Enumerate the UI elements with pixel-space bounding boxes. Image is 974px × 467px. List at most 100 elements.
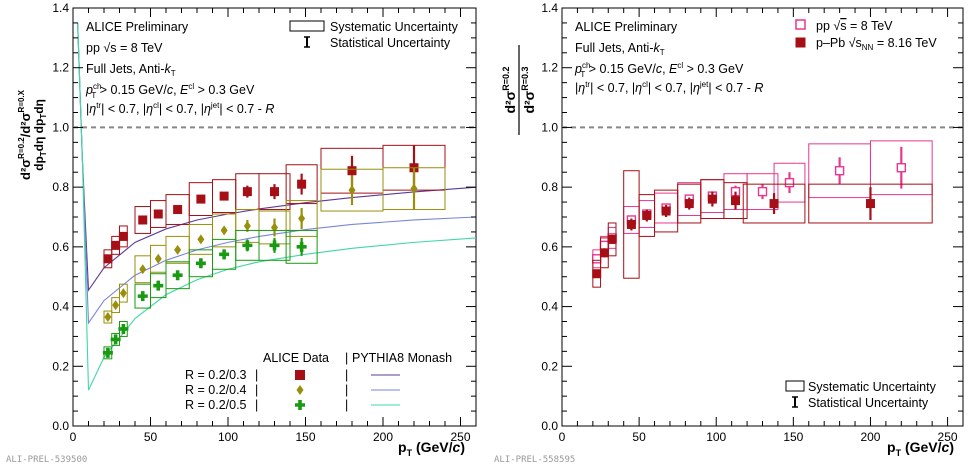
data-point: [298, 213, 306, 224]
data-point: [661, 206, 671, 216]
stat-legend-label: Statistical Uncertainty: [808, 396, 929, 410]
series-legend: ALICE Data | PYTHIA8 Monash R = 0.2/0.3 |…: [185, 351, 452, 412]
sys-box: [285, 164, 318, 205]
annotation-energy: pp √s = 8 TeV: [86, 41, 163, 55]
preliminary-id: ALI-PREL-539500: [6, 455, 87, 465]
sys-box: [742, 183, 806, 224]
y-tick-label: 0.6: [541, 240, 558, 254]
y-tick-label: 1.2: [541, 61, 558, 75]
x-tick-label: 250: [450, 430, 470, 444]
data-point: [153, 280, 164, 291]
sys-box: [723, 182, 748, 219]
legend-separator: |: [255, 383, 258, 397]
annotation-block: ALICE Preliminary pp √s = 8 TeV Full Jet…: [85, 20, 274, 116]
sys-box: [285, 200, 318, 237]
y-tick-label: 1.0: [541, 120, 558, 134]
data-point: [592, 254, 602, 264]
data-point: [195, 258, 206, 269]
data-point: [769, 199, 779, 209]
legend-separator: |: [345, 368, 348, 382]
data-point: [599, 248, 609, 258]
annotation-alice: ALICE Preliminary: [575, 20, 678, 34]
data-point: [592, 269, 602, 279]
annotation-jets: Full Jets, Anti-kT: [86, 62, 176, 78]
y-axis-denominator: dpTdη dpTdη: [32, 99, 48, 171]
y-tick-label: 0.2: [52, 359, 69, 373]
data-point: [174, 244, 182, 255]
axes: 0 50 100 150 200 250 0.0 0.2 0.4 0.6 0.8 1.0 1.2 1.4: [52, 1, 477, 444]
sys-box: [103, 310, 113, 324]
data-point: [599, 240, 610, 251]
data-point: [296, 241, 307, 252]
y-tick-label: 0.0: [52, 419, 69, 433]
sys-legend-box: [289, 20, 325, 32]
data-point: [642, 211, 652, 221]
y-tick-label: 1.0: [52, 120, 69, 134]
legend-label-ppb: p–Pb √sNN = 8.16 TeV: [816, 36, 937, 52]
y-tick-label: 1.2: [52, 61, 69, 75]
data-point: [410, 183, 418, 194]
data-point: [197, 234, 205, 245]
data-point: [219, 191, 229, 201]
data-point: [757, 186, 768, 197]
x-tick-label: 100: [218, 430, 238, 444]
sys-box: [869, 140, 933, 196]
series-0: [592, 140, 933, 269]
pythia-curve: [77, 22, 477, 391]
left-panel: 0 50 100 150 200 2500.00.20.40.60.81.01.21.4 …: [6, 1, 477, 465]
preliminary-id: ALI-PREL-558595: [494, 455, 575, 465]
data-point: [139, 264, 147, 275]
legend-marker-ppb: [795, 37, 806, 48]
y-tick-label: 1.4: [52, 1, 69, 15]
x-tick-label: 200: [860, 430, 880, 444]
sys-legend-box: [785, 380, 805, 392]
data-point: [347, 166, 357, 176]
data-point: [196, 194, 206, 204]
legend-marker-pp: [795, 19, 806, 30]
y-tick-label: 0.8: [52, 180, 69, 194]
data-point: [270, 187, 279, 197]
right-panel: 0 50 100 150 200 2500.00.20.40.60.81.01.21.4 …: [494, 1, 964, 465]
x-tick-label: 150: [295, 430, 315, 444]
legend-label-pp: pp √s = 8 TeV: [816, 19, 893, 33]
data-point: [137, 291, 148, 302]
data-point: [103, 254, 113, 264]
y-axis-title: d²σR=0.2/d²σR=0.X dpTdη dpTdη: [17, 89, 48, 180]
data-point: [684, 199, 694, 209]
data-point: [784, 177, 795, 188]
data-point: [111, 240, 121, 250]
data-point: [242, 187, 252, 197]
sys-box: [773, 162, 806, 203]
data-point: [154, 253, 162, 264]
data-point: [834, 166, 845, 176]
y-tick-label: 0.6: [52, 240, 69, 254]
data-point: [626, 219, 636, 229]
annotation-eta: |ηtr| < 0.7, |ηcl| < 0.7, |ηjet| < 0.7 -…: [575, 80, 763, 95]
annotation-block: ALICE Preliminary Full Jets, Anti-kT pch…: [574, 20, 763, 95]
data-point: [153, 209, 163, 219]
y-tick-label: 0.4: [541, 300, 558, 314]
uncertainty-legend: Systematic Uncertainty Statistical Uncer…: [785, 380, 937, 410]
data-point: [104, 312, 112, 323]
data-point: [173, 205, 183, 215]
stat-legend-label: Statistical Uncertainty: [330, 36, 451, 50]
legend-header-data: ALICE Data: [263, 351, 329, 365]
y-axis-denominator: d²σR=0.3: [520, 66, 537, 113]
data-point: [269, 240, 280, 251]
annotation-eta: |ηtr| < 0.7, |ηcl| < 0.7, |ηjet| < 0.7 -…: [86, 101, 274, 116]
x-tick-label: 100: [706, 430, 726, 444]
data-point: [112, 300, 120, 311]
y-tick-label: 1.4: [541, 1, 558, 15]
legend-header-pythia: PYTHIA8 Monash: [352, 351, 452, 365]
x-axis-title: pT (GeV/c): [887, 439, 954, 458]
data-point: [102, 347, 113, 358]
legend-separator: |: [345, 383, 348, 397]
legend-label: R = 0.2/0.4: [185, 383, 247, 397]
sys-legend-label: Systematic Uncertainty: [808, 380, 937, 394]
annotation-cuts: pch T > 0.15 GeV/c, Ecl > 0.3 GeV: [85, 82, 255, 100]
series-2: [77, 22, 477, 391]
data-point: [243, 220, 251, 231]
legend-marker: [295, 400, 306, 411]
data-point: [138, 215, 148, 225]
y-axis-numerator: d²σR=0.2/d²σR=0.X: [17, 89, 33, 180]
